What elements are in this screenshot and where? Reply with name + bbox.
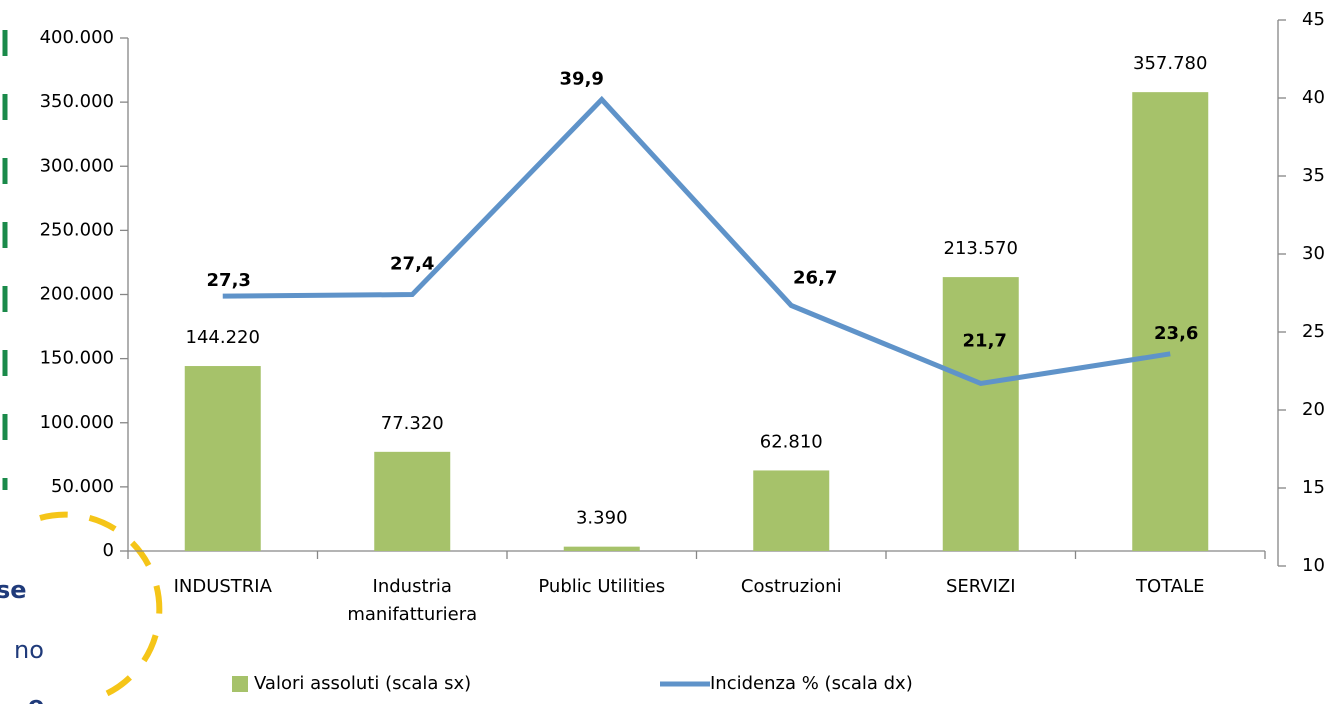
background-text: se [0, 576, 27, 604]
yellow-arc [39, 511, 163, 703]
line-value-label: 27,3 [207, 270, 251, 291]
y-tick-label: 400.000 [40, 27, 114, 48]
x-tick-label: Industria manifatturiera [347, 576, 477, 625]
y-tick-label: 350.000 [40, 91, 114, 112]
y2-tick-label: 15 [1302, 477, 1325, 498]
bar-value-label: 213.570 [944, 238, 1018, 259]
bar-value-label: 144.220 [186, 327, 260, 348]
y-tick-label: 150.000 [40, 348, 114, 369]
bar [753, 470, 830, 551]
y-tick-label: 250.000 [40, 219, 114, 240]
y-tick-label: 0 [103, 540, 114, 561]
y2-tick-label: 35 [1302, 165, 1325, 186]
x-tick-label: Costruzioni [741, 576, 842, 597]
background-text: e [28, 691, 44, 704]
background-fragment: se no e [0, 30, 163, 704]
x-tick-label: TOTALE [1135, 576, 1204, 597]
x-tick-label: INDUSTRIA [174, 576, 273, 597]
y2-tick-label: 40 [1302, 87, 1325, 108]
y-tick-label: 200.000 [40, 284, 114, 305]
y2-tick-label: 30 [1302, 243, 1325, 264]
y-tick-label: 100.000 [40, 412, 114, 433]
y2-tick-label: 20 [1302, 399, 1325, 420]
x-tick-label: SERVIZI [946, 576, 1016, 597]
bar [1132, 92, 1209, 551]
bar-value-label: 62.810 [760, 431, 823, 452]
bar [374, 451, 451, 551]
bar [942, 277, 1019, 551]
line-value-label: 23,6 [1154, 323, 1198, 344]
y2-tick-label: 10 [1302, 555, 1325, 576]
legend-label: Incidenza % (scala dx) [710, 673, 913, 694]
line-value-label: 26,7 [793, 267, 837, 288]
bar [563, 546, 640, 551]
bar-value-label: 77.320 [381, 413, 444, 434]
line-value-label: 21,7 [963, 330, 1007, 351]
bar-value-label: 357.780 [1133, 53, 1207, 74]
bar [184, 366, 261, 551]
line-value-label: 27,4 [390, 254, 434, 275]
legend-label: Valori assoluti (scala sx) [254, 673, 471, 694]
y-tick-label: 300.000 [40, 155, 114, 176]
line [222, 95, 1171, 387]
y2-tick-label: 25 [1302, 321, 1325, 342]
legend-swatch [232, 676, 248, 692]
line-value-label: 39,9 [560, 69, 604, 90]
y2-tick-label: 45 [1302, 9, 1325, 30]
background-text: no [14, 636, 44, 664]
y-tick-label: 50.000 [51, 476, 114, 497]
bar-value-label: 3.390 [576, 508, 628, 529]
x-tick-label: Public Utilities [538, 576, 665, 597]
